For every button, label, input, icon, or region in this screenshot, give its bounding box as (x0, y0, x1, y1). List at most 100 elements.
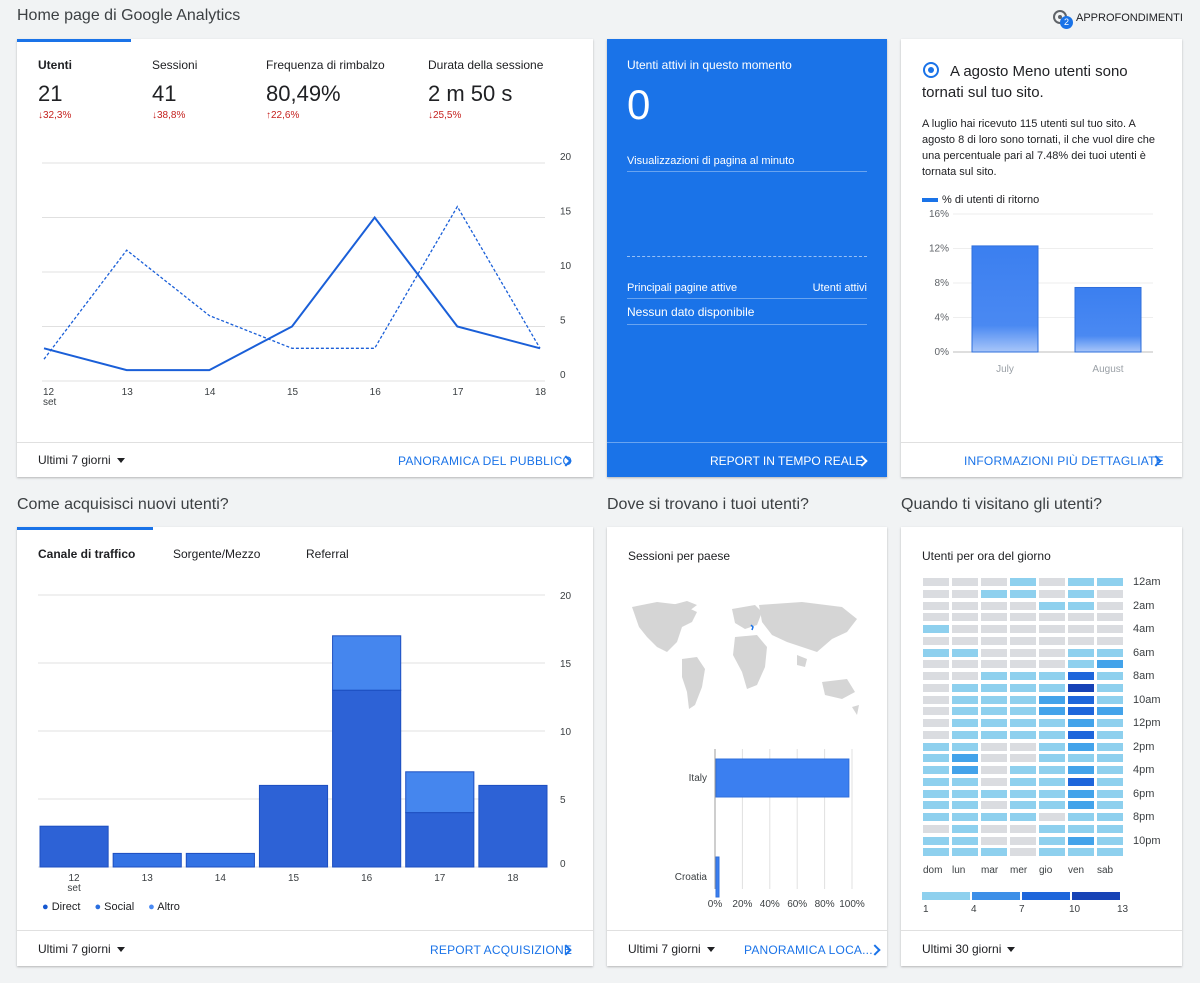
legend-label: % di utenti di ritorno (942, 194, 1040, 206)
x-tick-label: 17 (452, 387, 464, 398)
day-label: sab (1097, 865, 1114, 876)
x-tick-sublabel: set (67, 883, 81, 894)
heatmap-cell (952, 813, 978, 821)
heatmap-cell (952, 824, 978, 833)
date-range-dropdown[interactable]: Ultimi 7 giorni (38, 453, 125, 467)
hour-heatmap: 12am 2am 4am 6am 8am 10am 12pm 2pm 4pm 6pm 8pm 10pm… (901, 527, 1182, 927)
heatmap-cell (923, 719, 949, 727)
heatmap-cell (981, 613, 1007, 622)
heatmap-cell (1097, 742, 1123, 751)
audience-line-chart: 20 15 10 5 0 12 13 14 15 16 17 18 set (42, 152, 572, 408)
heatmap-cell (1097, 672, 1123, 680)
y-tick-label: 0% (935, 347, 950, 358)
heatmap-cell (981, 578, 1007, 586)
metric-value: 80,49% (266, 81, 341, 106)
heatmap-cell (952, 625, 978, 633)
heatmap-cell (1010, 836, 1036, 845)
x-tick-sublabel: set (43, 397, 57, 408)
x-tick-label: 18 (535, 387, 547, 398)
series-line-current (43, 215, 541, 372)
heatmap-cell (1039, 625, 1065, 633)
day-label: dom (923, 865, 943, 876)
heatmap-cell (981, 625, 1007, 633)
tab-sorgente-mezzo[interactable]: Sorgente/Mezzo (173, 547, 261, 561)
acquisition-section-title: Come acquisisci nuovi utenti? (17, 496, 229, 513)
heatmap-cell (981, 766, 1007, 774)
insight-details-link[interactable]: INFORMAZIONI PIÙ DETTAGLIATE (964, 454, 1164, 468)
geo-overview-link[interactable]: PANORAMICA LOCA... (744, 943, 873, 957)
heatmap-cell (1068, 742, 1094, 751)
x-tick-label: 13 (122, 387, 134, 398)
x-tick-label: 0% (708, 899, 723, 910)
tab-referral[interactable]: Referral (306, 547, 349, 561)
y-tick-label: 10 (560, 261, 572, 272)
heatmap-cell (1039, 754, 1065, 763)
date-range-dropdown[interactable]: Ultimi 7 giorni (628, 942, 715, 956)
realtime-card: Utenti attivi in questo momento 0 Visual… (607, 39, 887, 477)
day-label: mar (981, 865, 999, 876)
bar-segment-social (185, 852, 255, 868)
heatmap-cell (923, 848, 949, 857)
heatmap-cell (1039, 789, 1065, 798)
audience-overview-link[interactable]: PANORAMICA DEL PUBBLICO (398, 454, 572, 468)
heatmap-cell (923, 660, 949, 669)
heatmap-cell (1010, 672, 1036, 680)
pageviews-label: Visualizzazioni di pagina al minuto (627, 155, 795, 167)
no-data-message: Nessun dato disponibile (627, 305, 755, 319)
hour-label: 12pm (1133, 717, 1161, 729)
heatmap-cell (952, 683, 978, 692)
heatmap-cell (1039, 730, 1065, 739)
legend-item-altro: ● Altro (148, 901, 180, 913)
heatmap-cell (1039, 801, 1065, 810)
metric-delta-value: 22,6% (271, 110, 300, 121)
heatmap-cell (1068, 578, 1094, 586)
legend-swatch (922, 198, 938, 202)
heatmap-cell (981, 707, 1007, 716)
legend-item-social: ● Social (94, 901, 135, 913)
scale-label: 10 (1069, 904, 1081, 915)
heatmap-cell (1039, 824, 1065, 833)
heatmap-cell (981, 742, 1007, 751)
insights-button[interactable]: 2 APPROFONDIMENTI (1052, 8, 1183, 29)
geo-card: Sessioni per paese 0% 20% 40% 60% 80% 100% Ita… (607, 527, 887, 966)
y-tick-label: 20 (560, 591, 572, 602)
metric-label: Durata della sessione (428, 58, 544, 72)
heatmap-cell (1010, 578, 1036, 586)
date-range-dropdown[interactable]: Ultimi 7 giorni (38, 942, 125, 956)
scale-swatch (972, 892, 1020, 900)
geo-subtitle: Sessioni per paese (628, 549, 731, 563)
heatmap-cell (923, 625, 949, 633)
tab-canale-traffico[interactable]: Canale di traffico (38, 547, 136, 561)
date-range-dropdown[interactable]: Ultimi 30 giorni (922, 942, 1016, 956)
heatmap-cell (923, 672, 949, 680)
heatmap-cell (923, 730, 949, 739)
bar-august (1074, 286, 1142, 353)
heatmap-cell (1010, 648, 1036, 657)
heatmap-cell (1068, 695, 1094, 704)
caret-down-icon (116, 458, 125, 464)
country-label: Italy (689, 773, 707, 784)
heatmap-cell (952, 766, 978, 774)
heatmap-cell (1097, 625, 1123, 633)
realtime-report-link[interactable]: REPORT IN TEMPO REALE (710, 454, 864, 468)
heatmap-cell (1097, 813, 1123, 821)
x-tick-label: 13 (142, 873, 154, 884)
heatmap-cell (1068, 754, 1094, 763)
heatmap-cell (1068, 707, 1094, 716)
heatmap-cell (1068, 813, 1094, 821)
heatmap-cell (952, 695, 978, 704)
country-bar-chart: 0% 20% 40% 60% 80% 100% Italy Croatia (675, 749, 865, 910)
x-tick-label: 17 (434, 873, 446, 884)
heatmap-cell (1097, 754, 1123, 763)
heatmap-cell (952, 754, 978, 763)
heatmap-cell (1097, 730, 1123, 739)
heatmap-cell (1097, 648, 1123, 657)
heatmap-cell (923, 683, 949, 692)
bar-segment-direct (39, 825, 109, 868)
metric-label: Utenti (38, 58, 72, 72)
x-tick-label: 18 (507, 873, 519, 884)
metric-label: Frequenza di rimbalzo (266, 58, 385, 72)
acquisition-report-link[interactable]: REPORT ACQUISIZIONE (430, 943, 573, 957)
y-tick-label: 20 (560, 152, 572, 163)
heatmap-cell (1068, 789, 1094, 798)
